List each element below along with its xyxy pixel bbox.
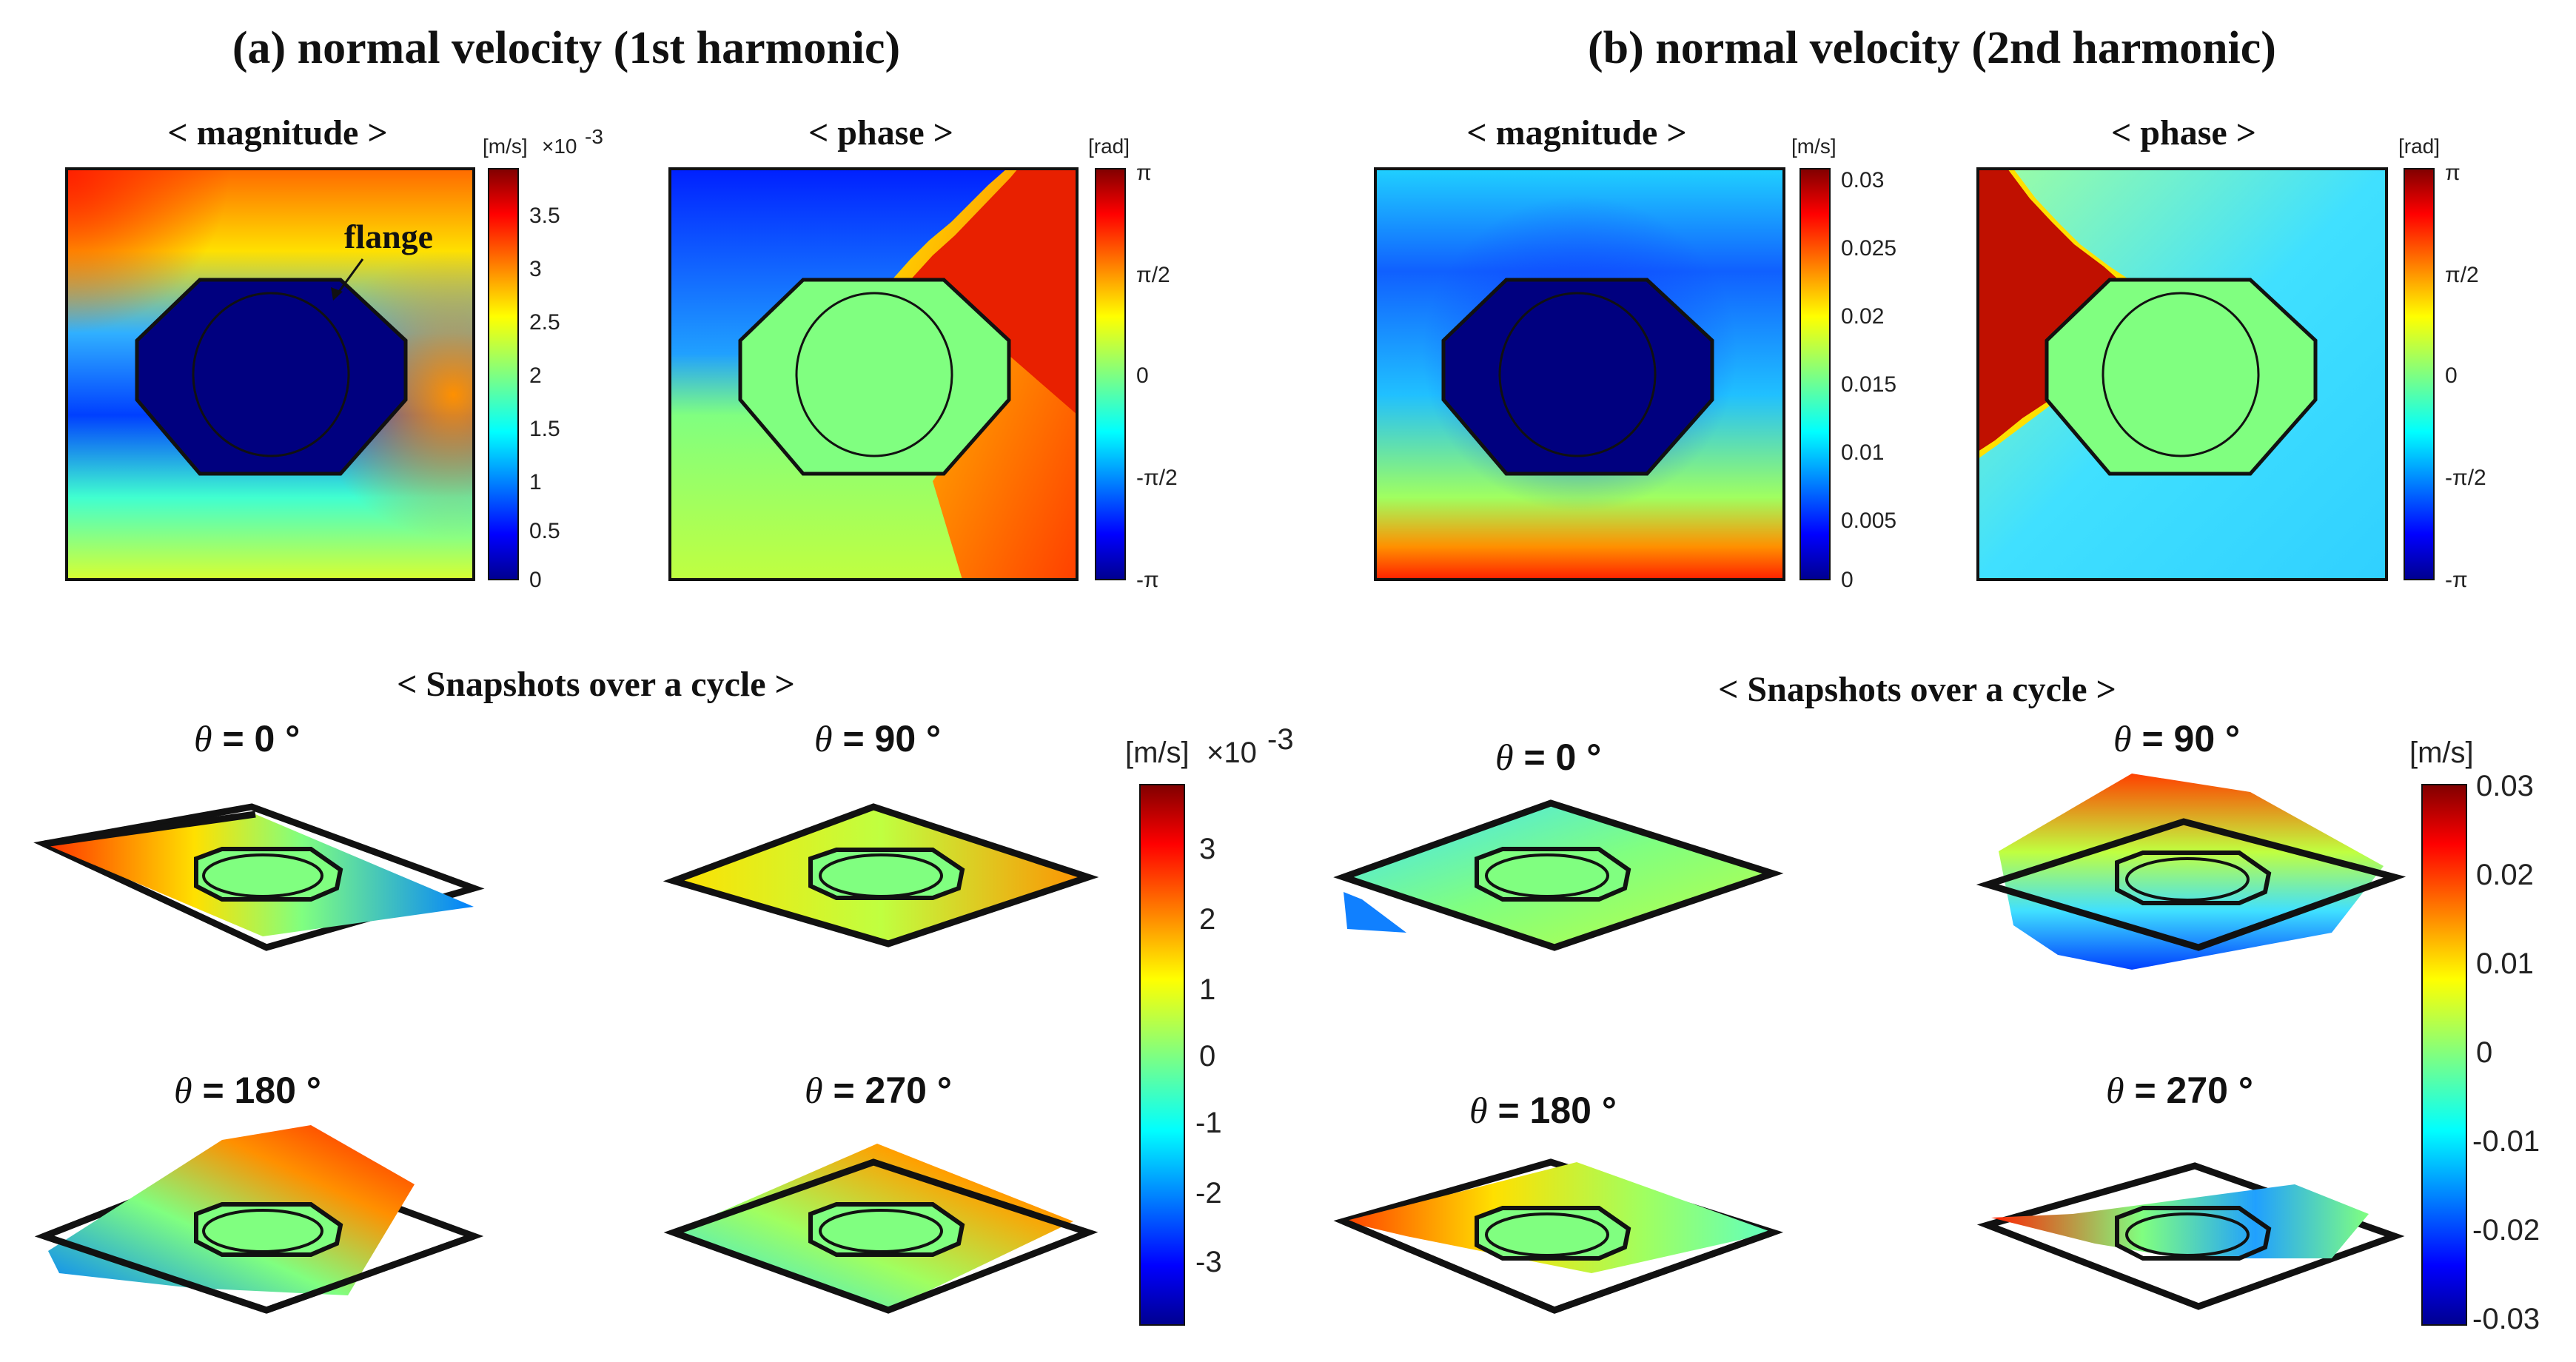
cb-a-mag-tick: 1.5: [529, 417, 560, 441]
cb-a-mag-exp: -3: [585, 125, 603, 148]
cb-a-snap-tick: 3: [1199, 833, 1215, 865]
cb-b-ph-tick: π: [2445, 161, 2461, 185]
cb-a-mag-tick: 3.5: [529, 204, 560, 228]
panel-b-magnitude-map: [1374, 167, 1785, 581]
cb-a-ph-tick: -π/2: [1136, 466, 1178, 490]
cb-b-snap-unit: [m/s]: [2409, 737, 2474, 769]
cb-b-mag-tick: 0.03: [1841, 168, 1884, 192]
cb-a-mag-mult: ×10: [542, 135, 577, 158]
flange-arrow: [335, 258, 364, 295]
cb-a-mag-tick: 3: [529, 257, 542, 281]
cb-a-ph-tick: 0: [1136, 363, 1149, 388]
snapshot-b-180-surface: [1333, 1158, 1784, 1314]
cb-a-snap-tick: -1: [1195, 1107, 1222, 1139]
snapshot-a-270-label: θ = 270 °: [805, 1070, 952, 1111]
snapshot-a-0-surface: [33, 803, 485, 951]
cb-a-ph-tick: π: [1136, 161, 1152, 185]
panel-a-magnitude-label: < magnitude >: [167, 113, 387, 152]
snapshot-b-90-surface: [1976, 774, 2406, 970]
snapshot-a-180-label: θ = 180 °: [174, 1070, 321, 1111]
flange-annotation: flange: [344, 218, 433, 255]
cb-b-snap-tick: 0.02: [2476, 859, 2534, 891]
pipe-circle: [192, 292, 350, 457]
flange-outline: [135, 278, 408, 476]
cb-a-snap-mult: ×10: [1207, 737, 1257, 769]
snapshot-a-270-surface: [663, 1144, 1099, 1314]
cb-b-ph-tick: -π/2: [2445, 466, 2486, 490]
cb-b-mag-unit: [m/s]: [1791, 135, 1837, 158]
panel-b-phase-colorbar: [rad] π π/2 0 -π/2 -π: [2398, 135, 2486, 592]
panel-b-title: (b) normal velocity (2nd harmonic): [1588, 23, 2276, 73]
cb-b-ph-tick: 0: [2445, 363, 2458, 388]
cb-b-snap-tick: -0.02: [2472, 1214, 2540, 1247]
panel-b-magnitude-label: < magnitude >: [1466, 113, 1686, 152]
cb-a-snap-tick: 2: [1199, 903, 1215, 936]
cb-a-snap-tick: -2: [1195, 1177, 1222, 1210]
snapshot-b-0-label: θ = 0 °: [1495, 737, 1601, 778]
panel-a-snapshot-colorbar: [m/s] ×10 -3 3 2 1 0 -1 -2 -3: [1125, 723, 1294, 1326]
cb-b-ph-tick: -π: [2445, 568, 2468, 592]
cb-a-snap-exp: -3: [1267, 723, 1294, 756]
panel-b-phase-map: [1976, 167, 2388, 581]
cb-a-mag-tick: 1: [529, 470, 542, 494]
cb-b-snap-tick: -0.03: [2472, 1303, 2540, 1335]
panel-a-phase-map: [668, 167, 1079, 581]
cb-a-snap-unit: [m/s]: [1125, 737, 1190, 769]
snapshot-a-90-label: θ = 90 °: [814, 718, 941, 759]
cb-b-mag-tick: 0.01: [1841, 440, 1884, 465]
cb-a-mag-tick: 0: [529, 568, 542, 592]
cb-b-snap-tick: 0.03: [2476, 770, 2534, 802]
cb-b-mag-tick: 0: [1841, 568, 1854, 592]
cb-b-snap-tick: -0.01: [2472, 1125, 2540, 1158]
cb-b-ph-tick: π/2: [2445, 263, 2479, 287]
cb-a-snap-tick: 0: [1199, 1040, 1215, 1073]
panel-a-magnitude-colorbar: [m/s] ×10 -3 3.5 3 2.5 2 1.5 1 0.5 0: [483, 125, 603, 592]
cb-b-snap-tick: 0.01: [2476, 947, 2534, 980]
snapshot-a-180-surface: [34, 1125, 484, 1314]
cb-b-snap-tick: 0: [2476, 1036, 2492, 1069]
panel-b-phase-label: < phase >: [2111, 113, 2256, 152]
panel-a-phase-colorbar: [rad] π π/2 0 -π/2 -π: [1088, 135, 1178, 592]
panel-b-magnitude-colorbar: [m/s] 0.03 0.025 0.02 0.015 0.01 0.005 0: [1791, 135, 1896, 592]
snapshot-a-90-surface: [663, 803, 1099, 947]
flange-arrow-head: [331, 287, 343, 301]
cb-b-mag-tick: 0.005: [1841, 509, 1896, 533]
cb-a-snap-tick: -3: [1195, 1246, 1222, 1278]
cb-a-ph-unit: [rad]: [1088, 135, 1130, 158]
panel-b-snapshots-label: < Snapshots over a cycle >: [1718, 670, 2116, 709]
cb-b-mag-tick: 0.025: [1841, 236, 1896, 261]
panel-a-title: (a) normal velocity (1st harmonic): [232, 23, 900, 73]
panel-a-phase-label: < phase >: [808, 113, 953, 152]
cb-b-mag-tick: 0.015: [1841, 372, 1896, 397]
panel-b-snapshot-colorbar: [m/s] 0.03 0.02 0.01 0 -0.01 -0.02 -0.03: [2409, 737, 2540, 1335]
cb-a-mag-tick: 2: [529, 363, 542, 388]
cb-a-ph-tick: π/2: [1136, 263, 1170, 287]
panel-a-magnitude-map: [65, 167, 475, 581]
cb-a-mag-tick: 0.5: [529, 519, 560, 543]
cb-a-mag-tick: 2.5: [529, 310, 560, 335]
cb-a-snap-tick: 1: [1199, 973, 1215, 1006]
snapshot-b-180-label: θ = 180 °: [1469, 1090, 1617, 1131]
panel-a-snapshots-label: < Snapshots over a cycle >: [397, 665, 795, 704]
cb-b-ph-unit: [rad]: [2398, 135, 2440, 158]
cb-a-ph-tick: -π: [1136, 568, 1159, 592]
snapshot-b-90-label: θ = 90 °: [2113, 718, 2240, 759]
snapshot-b-0-surface: [1333, 799, 1784, 951]
snapshot-a-0-label: θ = 0 °: [194, 718, 300, 759]
snapshot-b-270-label: θ = 270 °: [2106, 1070, 2253, 1111]
cb-a-mag-unit: [m/s]: [483, 135, 528, 158]
cb-b-mag-tick: 0.02: [1841, 304, 1884, 329]
snapshot-b-270-surface: [1976, 1162, 2405, 1310]
